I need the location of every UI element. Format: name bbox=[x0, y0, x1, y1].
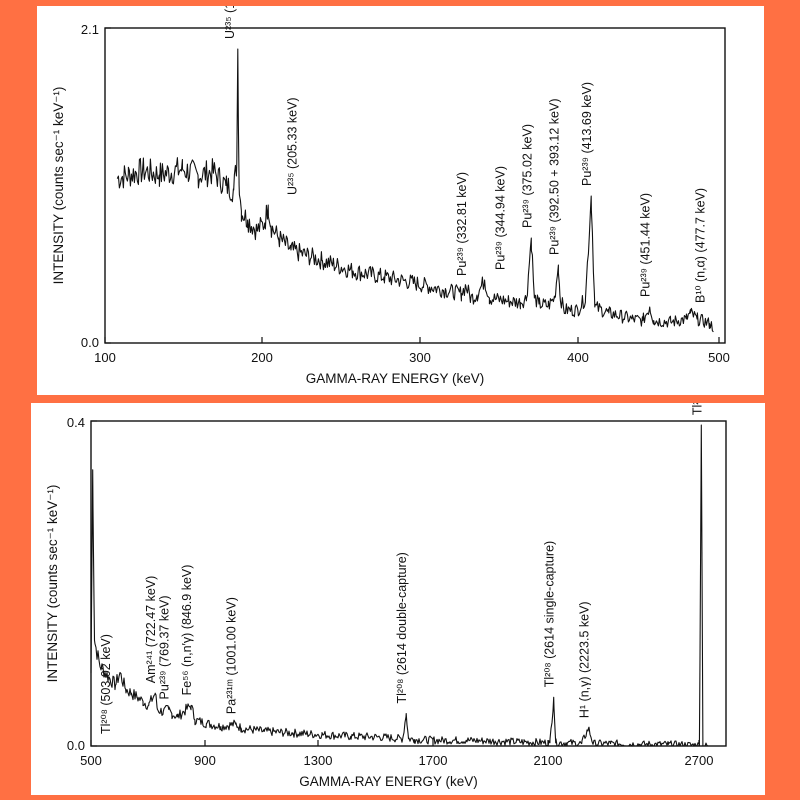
y-tick-label: 0.0 bbox=[81, 335, 99, 350]
x-tick-label: 2700 bbox=[685, 753, 714, 768]
high-energy-spectrum-chart: 500 900 1300 1700 2100 2700 0.0 0.4 GAMMA-RAY EN… bbox=[45, 403, 727, 789]
bottom-spectrum-panel: 500 900 1300 1700 2100 2700 0.0 0.4 GAMMA-RAY EN… bbox=[31, 403, 765, 795]
peak-annotation: U²³⁵ (205.33 keV) bbox=[285, 97, 299, 195]
peak-annotation: Am²⁴¹ (722.47 keV) bbox=[144, 576, 158, 684]
peak-annotation: B¹⁰ (n,α) (477.7 keV) bbox=[693, 188, 707, 303]
peak-annotation: Tl²⁰⁸ (2614 double-capture) bbox=[395, 552, 409, 703]
x-axis-label: GAMMA-RAY ENERGY (keV) bbox=[299, 774, 478, 789]
peak-annotation: Tl²⁰⁸ (2614 single-capture) bbox=[543, 541, 557, 687]
y-axis-label: INTENSITY (counts sec⁻¹ keV⁻¹) bbox=[51, 87, 66, 285]
peak-annotation: Tl²⁰⁸ (2614.35 keV) bbox=[690, 403, 704, 415]
x-tick-label: 1700 bbox=[419, 753, 448, 768]
x-tick-label: 500 bbox=[708, 350, 730, 365]
low-energy-spectrum-chart: 100 200 300 400 500 0.0 2.1 GAMMA-RAY ENERGY (k… bbox=[51, 6, 730, 386]
x-tick-label: 300 bbox=[409, 350, 431, 365]
peak-annotation: Pu²³⁹ (332.81 keV) bbox=[455, 172, 469, 276]
peak-annotation: H¹ (n,γ) (2223.5 keV) bbox=[577, 601, 591, 718]
peak-annotation: Pu²³⁹ (344.94 keV) bbox=[494, 166, 508, 270]
y-tick-label: 0.4 bbox=[67, 415, 85, 430]
plot-frame bbox=[90, 420, 727, 747]
peak-annotation: Pu²³⁹ (392.50 + 393.12 keV) bbox=[547, 99, 561, 256]
x-tick-label: 400 bbox=[567, 350, 589, 365]
peak-annotation: Pu²³⁹ (451.44 keV) bbox=[639, 193, 653, 297]
spectrum-series-line bbox=[90, 424, 709, 747]
y-axis-label: INTENSITY (counts sec⁻¹ keV⁻¹) bbox=[45, 485, 60, 683]
peak-annotation: Pu²³⁹ (769.37 keV) bbox=[158, 595, 172, 699]
x-axis-label: GAMMA-RAY ENERGY (keV) bbox=[306, 371, 485, 386]
top-spectrum-panel: 100 200 300 400 500 0.0 2.1 GAMMA-RAY ENERGY (k… bbox=[37, 6, 764, 395]
y-tick-label: 0.0 bbox=[67, 738, 85, 753]
x-tick-label: 100 bbox=[94, 350, 116, 365]
peak-annotation: Pu²³⁹ (375.02 keV) bbox=[520, 124, 534, 228]
y-tick-label: 2.1 bbox=[81, 22, 99, 37]
x-tick-label: 500 bbox=[80, 753, 102, 768]
peak-annotation: Fe⁵⁶ (n,n′γ) (846.9 keV) bbox=[180, 565, 194, 696]
plot-frame bbox=[104, 27, 726, 344]
x-tick-label: 2100 bbox=[534, 753, 563, 768]
x-tick-label: 1300 bbox=[304, 753, 333, 768]
peak-annotation: Pa²³¹ᵐ (1001.00 keV) bbox=[225, 597, 239, 714]
x-tick-label: 200 bbox=[251, 350, 273, 365]
x-tick-label: 900 bbox=[194, 753, 216, 768]
spectrum-series-line bbox=[116, 48, 714, 333]
peak-annotation: U²³⁵ (185.74 keV) bbox=[223, 6, 237, 39]
peak-annotation: Pu²³⁹ (413.69 keV) bbox=[580, 82, 594, 186]
peak-annotation: Tl²⁰⁸ (503.02 keV) bbox=[99, 634, 113, 734]
